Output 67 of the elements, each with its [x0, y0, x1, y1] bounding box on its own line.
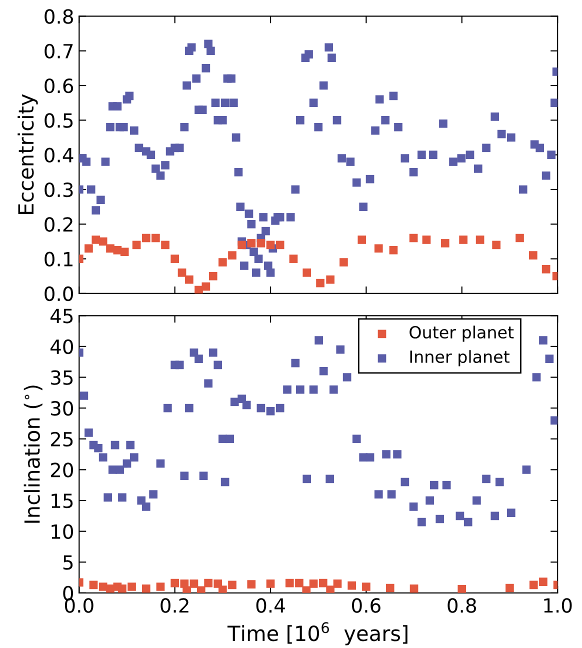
y-tick-label: 0.0	[44, 286, 73, 302]
point	[476, 236, 484, 244]
point	[142, 234, 150, 242]
y-tick-label: 0.2	[44, 217, 72, 232]
y-tick-label: 10	[52, 524, 73, 539]
point	[516, 234, 524, 242]
y-tick-label: 0.3	[44, 182, 73, 198]
point	[194, 286, 203, 294]
point	[228, 251, 236, 260]
y-axis-title: Eccentricity	[18, 94, 38, 214]
y-tick-label: 25	[50, 432, 73, 447]
y-tick-label: 35	[51, 370, 73, 385]
legend-label: Inner planet	[410, 350, 510, 366]
y-tick-label: 15	[52, 494, 73, 508]
point	[120, 248, 129, 256]
point	[202, 282, 210, 291]
y-axis-title: Inclination ($^{∘}$)	[24, 386, 42, 523]
point	[326, 275, 334, 284]
y-tick-label: 45	[50, 308, 73, 324]
point	[92, 236, 100, 244]
point	[302, 268, 312, 277]
x-tick-label: 0.6	[352, 598, 380, 613]
point	[422, 236, 431, 244]
y-tick-label: 40	[50, 339, 73, 354]
y-tick-label: 30	[51, 401, 73, 416]
point	[492, 240, 500, 250]
point	[528, 251, 538, 260]
point	[218, 258, 227, 266]
point	[170, 254, 179, 263]
y-tick-label: 0.6	[44, 78, 74, 94]
point	[374, 244, 383, 253]
point	[409, 234, 418, 242]
point	[256, 239, 266, 248]
y-tick-label: 0.5	[44, 113, 73, 128]
y-tick-label: 0.8	[44, 9, 73, 24]
y-tick-label: 0.1	[44, 252, 72, 266]
point	[98, 237, 108, 246]
point	[440, 239, 450, 248]
point	[289, 254, 298, 263]
point	[238, 240, 246, 250]
point	[106, 244, 114, 253]
point	[340, 258, 348, 266]
point	[152, 234, 160, 242]
point	[276, 240, 284, 250]
x-axis-title: Time [10$^{6}$ years]	[227, 622, 408, 646]
y-tick-label: 5	[63, 555, 73, 570]
point	[161, 240, 170, 250]
point	[389, 246, 398, 254]
point	[185, 275, 194, 284]
point	[266, 240, 275, 250]
x-tick-label: 0.4	[256, 598, 285, 613]
point	[542, 265, 550, 274]
point	[208, 272, 218, 280]
x-tick-label: 0.8	[448, 598, 476, 613]
point	[84, 244, 93, 253]
point	[358, 236, 366, 244]
x-tick-label: 0.2	[160, 598, 188, 613]
legend-label: Outer planet	[410, 326, 514, 342]
y-tick-label: 0.4	[44, 148, 74, 162]
x-tick-label: 1.0	[544, 598, 572, 613]
point	[178, 268, 186, 277]
y-tick-label: 0.7	[44, 44, 73, 59]
y-tick-label: 20	[50, 462, 73, 478]
point	[132, 240, 141, 250]
point	[247, 239, 256, 248]
point	[316, 278, 324, 288]
point	[459, 236, 468, 244]
